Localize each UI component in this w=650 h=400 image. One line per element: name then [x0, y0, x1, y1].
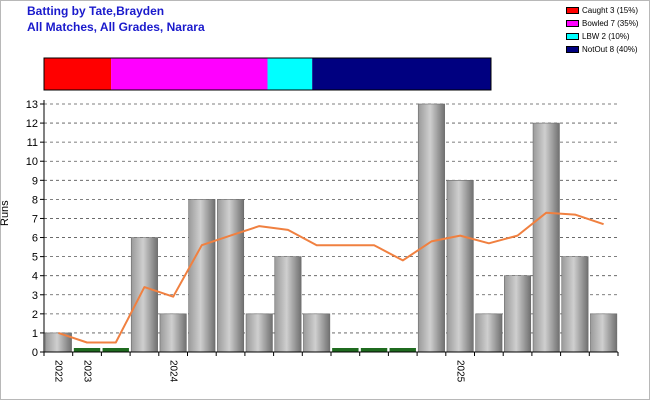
x-tick-label: 2024	[168, 360, 179, 383]
bars	[44, 103, 618, 353]
legend: Caught 3 (15%) Bowled 7 (35%) LBW 2 (10%…	[566, 5, 638, 57]
score-bar	[303, 313, 331, 353]
dismissal-segment-notout	[312, 58, 491, 90]
score-bar	[130, 237, 158, 353]
legend-swatch	[566, 33, 579, 40]
zero-score-marker	[102, 348, 129, 352]
score-bar	[274, 256, 302, 353]
legend-item-bowled: Bowled 7 (35%)	[566, 18, 638, 29]
y-tick-label: 6	[32, 233, 38, 245]
y-tick-label: 9	[32, 175, 38, 187]
score-bar	[159, 313, 187, 353]
score-bar	[245, 313, 273, 353]
zero-score-marker	[360, 348, 388, 352]
dismissal-segment-caught	[44, 58, 112, 90]
legend-label: NotOut 8 (40%)	[582, 45, 638, 54]
legend-item-lbw: LBW 2 (10%)	[566, 31, 638, 42]
y-tick-label: 13	[26, 99, 38, 111]
legend-item-notout: NotOut 8 (40%)	[566, 44, 638, 55]
score-bar	[504, 275, 532, 353]
score-bar	[188, 199, 216, 353]
legend-label: Bowled 7 (35%)	[582, 19, 639, 28]
x-tick-label: 2025	[455, 360, 466, 383]
chart-title: Batting by Tate,Brayden	[27, 4, 165, 18]
dismissal-bar-border	[43, 57, 492, 91]
zero-score-marker	[73, 348, 101, 352]
legend-swatch	[566, 20, 579, 27]
score-bar	[417, 103, 445, 353]
legend-item-caught: Caught 3 (15%)	[566, 5, 638, 16]
dismissal-segment-lbw	[267, 58, 313, 90]
score-bar	[217, 199, 245, 353]
score-bar	[446, 180, 474, 353]
average-line-layer	[58, 211, 604, 344]
score-bar	[590, 313, 618, 353]
chart-subtitle: All Matches, All Grades, Narara	[27, 20, 205, 34]
dismissal-segment-bowled	[111, 58, 268, 90]
average-line	[58, 211, 604, 344]
grid-lines	[44, 103, 618, 334]
zero-score-marker	[389, 348, 416, 352]
legend-swatch	[566, 7, 579, 14]
y-tick-label: 5	[32, 252, 38, 264]
y-tick-label: 1	[32, 328, 38, 340]
x-tick-label: 2023	[81, 360, 92, 383]
score-bar	[561, 256, 589, 353]
y-tick-label: 4	[32, 271, 38, 283]
legend-label: Caught 3 (15%)	[582, 6, 639, 15]
y-axis-label: Runs	[0, 200, 11, 226]
y-tick-label: 12	[26, 118, 38, 130]
score-bar	[532, 122, 560, 353]
y-tick-label: 0	[32, 347, 38, 359]
y-tick-label: 7	[32, 213, 38, 225]
y-tick-label: 2	[32, 309, 38, 321]
legend-swatch	[566, 46, 579, 53]
dismissal-proportion-bar	[43, 57, 492, 91]
y-tick-label: 3	[32, 290, 38, 302]
score-bar	[475, 313, 503, 353]
y-tick-label: 8	[32, 194, 38, 206]
y-tick-label: 10	[26, 156, 38, 168]
x-tick-label: 2022	[53, 360, 64, 383]
y-tick-label: 11	[27, 137, 38, 149]
zero-score-marker	[332, 348, 359, 352]
legend-label: LBW 2 (10%)	[582, 32, 630, 41]
